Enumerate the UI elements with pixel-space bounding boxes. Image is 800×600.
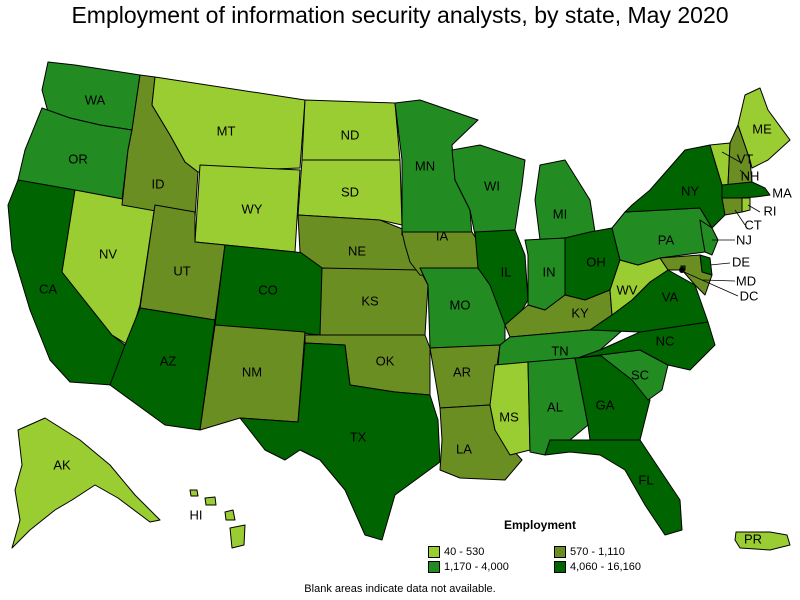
label-sd: SD bbox=[341, 184, 359, 199]
leader-ct bbox=[734, 209, 746, 226]
legend-label-4: 4,060 - 16,160 bbox=[570, 561, 641, 573]
legend-item-1: 40 - 530 bbox=[428, 546, 484, 558]
label-wv: WV bbox=[617, 282, 638, 297]
label-il: IL bbox=[501, 264, 512, 279]
label-ri: RI bbox=[764, 203, 777, 218]
label-ct: CT bbox=[744, 217, 761, 232]
legend-swatch-4 bbox=[554, 561, 566, 573]
label-nh: NH bbox=[741, 168, 760, 183]
state-mi[interactable] bbox=[534, 159, 596, 241]
label-sc: SC bbox=[631, 367, 649, 382]
label-tx: TX bbox=[350, 429, 367, 444]
label-hi: HI bbox=[190, 507, 203, 522]
leader-nh bbox=[739, 169, 749, 179]
legend-swatch-1 bbox=[428, 546, 440, 558]
label-la: LA bbox=[456, 441, 472, 456]
label-va: VA bbox=[662, 289, 679, 304]
label-id: ID bbox=[152, 176, 165, 191]
label-ny: NY bbox=[681, 183, 699, 198]
state-nj[interactable] bbox=[699, 219, 719, 256]
state-az[interactable] bbox=[109, 307, 216, 431]
legend-swatch-3 bbox=[428, 561, 440, 573]
label-ak: AK bbox=[53, 457, 71, 472]
label-oh: OH bbox=[586, 254, 606, 269]
label-pa: PA bbox=[658, 232, 675, 247]
legend-item-3: 1,170 - 4,000 bbox=[428, 561, 509, 573]
label-ms: MS bbox=[499, 409, 519, 424]
state-ks[interactable] bbox=[319, 267, 429, 336]
label-ne: NE bbox=[348, 243, 366, 258]
label-vt: VT bbox=[737, 151, 754, 166]
label-md: MD bbox=[736, 273, 756, 288]
state-hi[interactable] bbox=[189, 489, 246, 549]
legend-title: Employment bbox=[504, 518, 577, 532]
label-ia: IA bbox=[436, 228, 449, 243]
legend-item-2: 570 - 1,110 bbox=[554, 546, 625, 558]
label-mn: MN bbox=[415, 158, 435, 173]
legend-swatch-2 bbox=[554, 546, 566, 558]
state-ri[interactable] bbox=[741, 197, 751, 213]
footnote: Blank areas indicate data not available. bbox=[304, 583, 496, 595]
label-mi: MI bbox=[553, 206, 567, 221]
label-ok: OK bbox=[376, 353, 395, 368]
leader-vt bbox=[721, 151, 741, 163]
state-pr[interactable] bbox=[734, 531, 791, 551]
label-ca: CA bbox=[39, 281, 57, 296]
state-fl[interactable] bbox=[544, 439, 683, 536]
label-nm: NM bbox=[242, 364, 262, 379]
map-title: Employment of information security analy… bbox=[71, 2, 729, 28]
label-ga: GA bbox=[596, 397, 615, 412]
label-wi: WI bbox=[484, 178, 500, 193]
state-nh[interactable] bbox=[727, 124, 753, 186]
label-or: OR bbox=[68, 151, 88, 166]
label-ky: KY bbox=[571, 305, 589, 320]
label-dc: DC bbox=[740, 288, 759, 303]
label-ut: UT bbox=[173, 263, 190, 278]
state-ak[interactable] bbox=[11, 417, 161, 549]
label-me: ME bbox=[752, 121, 772, 136]
label-nc: NC bbox=[656, 333, 675, 348]
legend-label-3: 1,170 - 4,000 bbox=[444, 561, 509, 573]
label-co: CO bbox=[258, 282, 278, 297]
label-az: AZ bbox=[160, 353, 177, 368]
state-sd[interactable] bbox=[297, 159, 403, 226]
leader-ri bbox=[747, 204, 761, 213]
state-ct[interactable] bbox=[721, 197, 743, 216]
leader-de bbox=[709, 262, 731, 266]
label-fl: FL bbox=[638, 472, 653, 487]
legend-item-4: 4,060 - 16,160 bbox=[554, 561, 641, 573]
legend: Employment 40 - 530 570 - 1,110 1,170 - … bbox=[428, 518, 658, 578]
label-nj: NJ bbox=[736, 232, 752, 247]
state-ma[interactable] bbox=[721, 181, 771, 199]
state-nc[interactable] bbox=[577, 321, 716, 371]
leader-md bbox=[702, 279, 736, 282]
label-nv: NV bbox=[99, 246, 117, 261]
legend-label-2: 570 - 1,110 bbox=[570, 546, 625, 558]
state-md[interactable] bbox=[659, 254, 713, 296]
label-in: IN bbox=[543, 264, 556, 279]
label-al: AL bbox=[547, 399, 563, 414]
label-mt: MT bbox=[217, 123, 236, 138]
dc-marker bbox=[679, 267, 685, 273]
state-tx[interactable] bbox=[239, 342, 441, 541]
label-ar: AR bbox=[453, 364, 471, 379]
label-ks: KS bbox=[361, 293, 379, 308]
label-pr: PR bbox=[744, 531, 762, 546]
label-tn: TN bbox=[551, 343, 568, 358]
label-nd: ND bbox=[341, 127, 360, 142]
label-wa: WA bbox=[85, 92, 106, 107]
label-wy: WY bbox=[242, 201, 263, 216]
state-me[interactable] bbox=[737, 87, 791, 169]
label-mo: MO bbox=[450, 297, 471, 312]
leader-dc bbox=[683, 271, 739, 297]
legend-label-1: 40 - 530 bbox=[444, 546, 485, 558]
label-de: DE bbox=[732, 254, 750, 269]
label-ma: MA bbox=[772, 185, 792, 200]
